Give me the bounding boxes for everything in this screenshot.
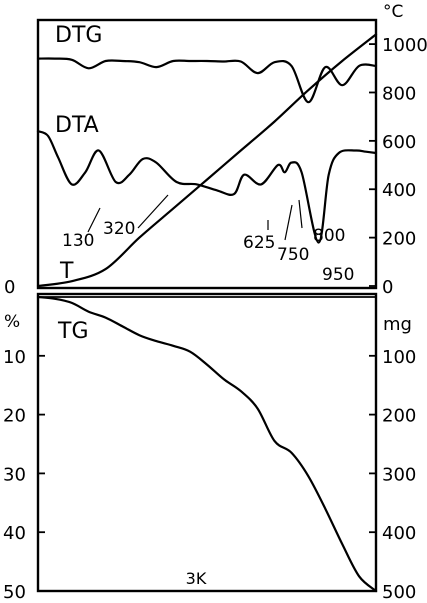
temperature-curve <box>36 33 378 288</box>
dta-peak-label-800: 800 <box>313 226 345 246</box>
peak-leader-750 <box>284 204 293 241</box>
series-label-t: T <box>59 259 74 284</box>
lower-right-tick-label-500: 500 <box>382 582 416 603</box>
lower-left-tick-label-20: 20 <box>3 406 26 427</box>
dta-peak-label-320: 320 <box>103 219 135 239</box>
dta-curve <box>36 130 378 244</box>
dtg-curve <box>36 57 378 104</box>
lower-right-tick-label-100: 100 <box>382 347 416 368</box>
upper-right-tick-label-1000: 1000 <box>382 35 427 56</box>
upper-right-axis-unit: °C <box>383 2 403 22</box>
lower-panel-frame <box>36 292 378 593</box>
upper-right-tick-label-200: 200 <box>382 229 416 250</box>
lower-left-tick-label-10: 10 <box>3 347 26 368</box>
lower-left-tick-label-30: 30 <box>3 464 26 485</box>
lower-left-tick-label-40: 40 <box>3 523 26 544</box>
series-label-dta: DTA <box>55 113 99 138</box>
lower-x-axis-label: 3K <box>186 569 207 588</box>
lower-right-axis-unit: mg <box>383 314 412 335</box>
peak-leader-800 <box>298 199 303 229</box>
dta-peak-label-625: 625 <box>243 233 275 253</box>
lower-right-tick-label-400: 400 <box>382 523 416 544</box>
dta-peak-label-130: 130 <box>62 231 94 251</box>
upper-right-tick-label-400: 400 <box>382 180 416 201</box>
lower-left-tick-label-50: 50 <box>3 582 26 603</box>
peak-leader-130 <box>87 207 101 233</box>
dta-peak-label-750: 750 <box>277 245 309 265</box>
series-label-dtg: DTG <box>55 23 102 48</box>
axis-ticks: 0 200 400 600 800 1000 0 10 20 30 40 50 100 200 300 400… <box>3 35 427 603</box>
lower-right-tick-label-200: 200 <box>382 406 416 427</box>
upper-right-tick-label-800: 800 <box>382 83 416 104</box>
peak-leader-320 <box>137 194 169 229</box>
upper-right-tick-label-0: 0 <box>382 277 393 298</box>
series-label-tg: TG <box>57 319 89 344</box>
upper-right-tick-label-600: 600 <box>382 132 416 153</box>
tg-curve <box>36 295 378 593</box>
lower-right-tick-label-300: 300 <box>382 464 416 485</box>
dta-peak-label-950: 950 <box>322 265 354 285</box>
upper-left-tick-label-0: 0 <box>4 277 15 298</box>
lower-left-axis-unit: % <box>4 312 20 332</box>
